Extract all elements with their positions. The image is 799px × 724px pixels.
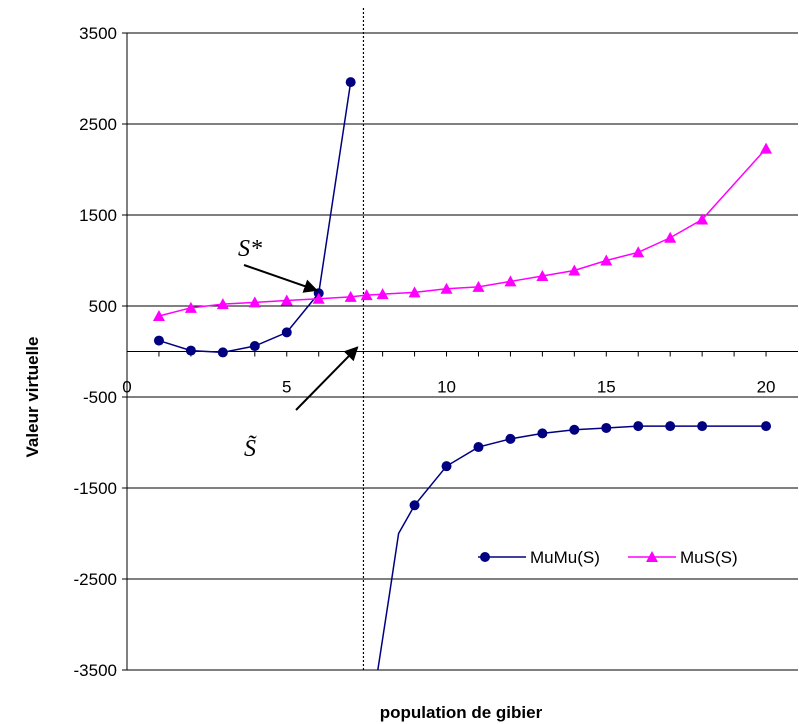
data-point bbox=[664, 231, 677, 243]
y-tick-label: -3500 bbox=[74, 661, 117, 680]
y-tick-label: 500 bbox=[89, 297, 117, 316]
data-point bbox=[184, 301, 197, 313]
legend-swatch-marker bbox=[646, 551, 658, 562]
x-tick-label: 5 bbox=[282, 378, 291, 397]
data-point bbox=[601, 422, 612, 433]
data-point bbox=[376, 288, 389, 300]
y-axis-title: Valeur virtuelle bbox=[23, 337, 42, 458]
data-point bbox=[600, 254, 613, 266]
annotation-s-tilde: S̃ bbox=[244, 435, 257, 462]
data-point bbox=[568, 264, 581, 276]
legend: MuMu(S) MuS(S) bbox=[478, 548, 738, 567]
x-tick-label: 15 bbox=[597, 378, 616, 397]
x-tick-label: 10 bbox=[437, 378, 456, 397]
data-point bbox=[249, 341, 260, 352]
legend-swatch-marker bbox=[480, 552, 490, 562]
y-tick-label: 2500 bbox=[79, 115, 117, 134]
data-point bbox=[505, 433, 516, 444]
data-point bbox=[440, 282, 453, 294]
data-point bbox=[216, 298, 229, 310]
data-point bbox=[441, 461, 452, 472]
series-line bbox=[158, 148, 767, 317]
data-point bbox=[408, 286, 421, 298]
data-point bbox=[345, 77, 356, 88]
series-layer bbox=[152, 77, 773, 671]
data-point bbox=[153, 335, 164, 346]
data-point bbox=[633, 421, 644, 432]
data-point bbox=[280, 294, 293, 306]
legend-label: MuS(S) bbox=[680, 548, 738, 567]
data-point bbox=[504, 275, 517, 287]
data-point bbox=[761, 421, 772, 432]
x-tick-label: 0 bbox=[122, 378, 131, 397]
data-point bbox=[152, 310, 165, 322]
data-point bbox=[185, 345, 196, 356]
series-MuS(S) bbox=[152, 142, 773, 322]
data-point bbox=[536, 269, 549, 281]
y-tick-label: -500 bbox=[83, 388, 117, 407]
grid bbox=[127, 32, 798, 671]
data-point bbox=[409, 500, 420, 511]
data-point bbox=[344, 290, 357, 302]
y-tick-label: 1500 bbox=[79, 206, 117, 225]
data-point bbox=[537, 428, 548, 439]
data-point bbox=[281, 327, 292, 338]
data-point bbox=[312, 292, 325, 304]
annotation-s-star: S* bbox=[238, 236, 262, 262]
data-point bbox=[632, 246, 645, 258]
data-point bbox=[472, 280, 485, 292]
data-point bbox=[360, 289, 373, 301]
axes bbox=[122, 32, 798, 671]
data-point bbox=[760, 142, 773, 154]
x-tick-label: 20 bbox=[757, 378, 776, 397]
data-point bbox=[696, 213, 709, 225]
tick-labels: 3500 2500 1500 500 -500 -1500 -2500 -3500 0 5 10 15… bbox=[74, 24, 776, 680]
data-point bbox=[473, 442, 484, 453]
data-point bbox=[248, 296, 261, 308]
legend-label: MuMu(S) bbox=[530, 548, 600, 567]
data-point bbox=[217, 347, 228, 358]
data-point bbox=[697, 421, 708, 432]
series-MuMu(S) bbox=[153, 77, 772, 671]
y-tick-label: -2500 bbox=[74, 570, 117, 589]
y-tick-label: -1500 bbox=[74, 479, 117, 498]
x-axis-title: population de gibier bbox=[380, 703, 543, 722]
annotation-arrow bbox=[243, 264, 319, 293]
annotation-arrow bbox=[295, 346, 359, 411]
y-tick-label: 3500 bbox=[79, 24, 117, 43]
annotations: S* S̃ bbox=[238, 236, 359, 462]
series-line-right-branch bbox=[377, 425, 767, 671]
data-point bbox=[665, 421, 676, 432]
data-point bbox=[569, 424, 580, 435]
